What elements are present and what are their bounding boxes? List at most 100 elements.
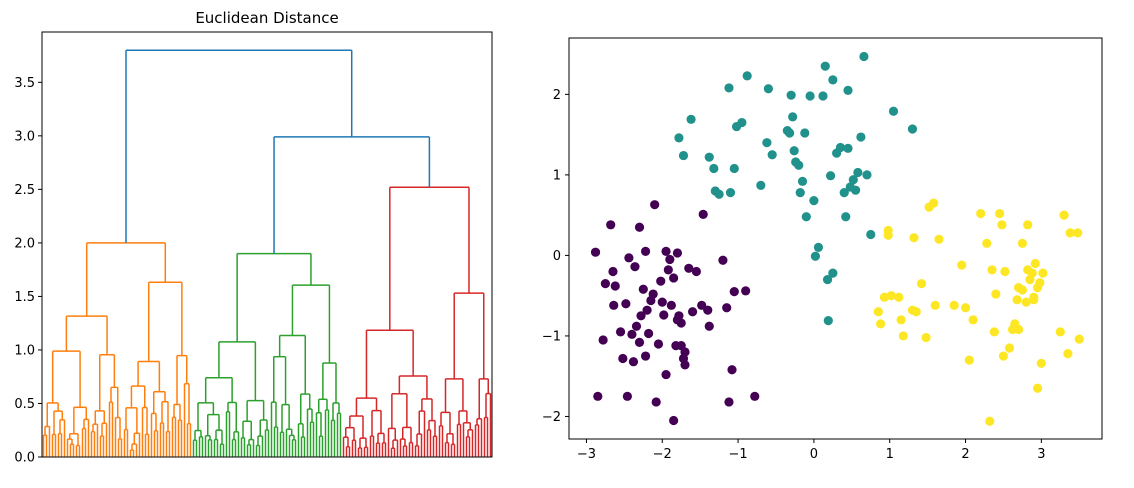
- scatter-point: [600, 278, 610, 289]
- scatter-point: [615, 327, 626, 337]
- scatter-point: [1017, 285, 1027, 295]
- scatter-point: [636, 311, 646, 321]
- scatter-point: [725, 188, 736, 198]
- scatter-point: [1055, 327, 1065, 337]
- scatter-point: [767, 150, 777, 160]
- scatter-point: [898, 331, 908, 341]
- scatter-ytick-label: −2: [542, 410, 561, 425]
- scatter-point: [788, 112, 798, 122]
- scatter-point: [841, 212, 851, 222]
- scatter-point: [843, 143, 853, 153]
- scatter-point: [661, 246, 671, 256]
- scatter-point: [957, 260, 967, 270]
- scatter-point: [672, 248, 683, 258]
- scatter-point: [848, 175, 858, 185]
- scatter-point: [987, 265, 997, 275]
- scatter-point: [813, 242, 824, 252]
- scatter-point: [828, 268, 838, 278]
- scatter-ytick-label: 1: [553, 168, 561, 183]
- scatter-point: [606, 220, 616, 230]
- scatter-point: [809, 196, 819, 206]
- scatter-point: [911, 307, 921, 317]
- scatter-point: [684, 263, 694, 273]
- scatter-point: [663, 265, 673, 275]
- scatter-point: [651, 397, 661, 407]
- scatter-point: [853, 167, 863, 178]
- scatter-point: [801, 212, 811, 222]
- scatter-point: [638, 284, 648, 294]
- scatter-point: [805, 91, 815, 101]
- scatter-x-axis: −3 −2 −1 0 1 2 3: [577, 439, 1045, 462]
- scatter-point: [930, 300, 940, 310]
- scatter-point: [666, 300, 676, 310]
- scatter-point: [964, 355, 974, 365]
- scatter-point: [709, 163, 719, 174]
- scatter-point: [609, 300, 619, 310]
- dendrogram-ytick-label: 1.0: [14, 343, 35, 358]
- scatter-point: [794, 160, 804, 170]
- scatter-point: [907, 124, 918, 134]
- scatter-point: [1073, 228, 1083, 238]
- scatter-point: [1032, 383, 1043, 393]
- scatter-point: [894, 292, 904, 302]
- scatter-point: [795, 188, 805, 198]
- scatter-point: [949, 300, 959, 310]
- scatter-point: [856, 132, 866, 142]
- scatter-point: [628, 357, 639, 367]
- scatter-point: [800, 128, 810, 138]
- dendrogram-ytick-label: 2.0: [14, 236, 35, 251]
- scatter-xtick-label: −2: [653, 447, 672, 462]
- scatter-point: [934, 234, 944, 244]
- scatter-point: [1063, 349, 1073, 359]
- scatter-point: [997, 220, 1007, 230]
- dendrogram-ytick-label: 1.5: [14, 290, 35, 305]
- scatter-point: [678, 150, 689, 161]
- scatter-point: [686, 114, 696, 124]
- scatter-point: [1059, 210, 1069, 220]
- scatter-point: [610, 281, 620, 291]
- scatter-point: [825, 171, 836, 181]
- scatter-point: [843, 85, 853, 95]
- scatter-point: [618, 353, 628, 364]
- dendrogram-frame: [41, 31, 493, 458]
- scatter-point: [741, 286, 751, 296]
- dendrogram-ytick-label: 0.5: [14, 397, 35, 412]
- scatter-y-axis: −2 −1 0 1 2: [542, 88, 569, 425]
- scatter-xtick-label: −1: [728, 447, 747, 462]
- scatter-point: [627, 329, 637, 339]
- scatter-point: [598, 335, 608, 345]
- scatter-point: [644, 328, 654, 339]
- scatter-point: [718, 255, 728, 265]
- scatter-point: [1036, 358, 1046, 368]
- scatter-point: [921, 332, 931, 343]
- scatter-point: [1038, 268, 1048, 278]
- dendrogram-ytick-label: 2.5: [14, 183, 35, 198]
- dendrogram-ytick-label: 0.0: [14, 451, 35, 466]
- scatter-point: [687, 307, 698, 317]
- scatter-point: [680, 360, 690, 370]
- scatter-point: [995, 208, 1005, 219]
- scatter-point: [661, 369, 671, 380]
- scatter-point: [1023, 220, 1033, 230]
- scatter-point: [810, 251, 821, 261]
- scatter-point: [714, 189, 724, 199]
- scatter-point: [648, 289, 658, 299]
- scatter-point: [989, 327, 999, 337]
- scatter-point: [1017, 238, 1027, 248]
- scatter-xtick-label: 0: [810, 447, 818, 462]
- scatter-point: [797, 176, 808, 186]
- scatter-ytick-label: 0: [553, 249, 561, 264]
- dendrogram-chart: Euclidean Distance 0.0 0.5 1.0 1.5 2.0 2.5 3.0…: [14, 9, 493, 466]
- scatter-point: [960, 303, 971, 313]
- scatter-point: [756, 180, 766, 190]
- scatter-point: [1010, 319, 1020, 329]
- scatter-point: [691, 266, 701, 277]
- scatter-point: [703, 305, 713, 315]
- scatter-point: [1074, 334, 1084, 344]
- dendrogram-y-axis: 0.0 0.5 1.0 1.5 2.0 2.5 3.0 3.5: [14, 76, 42, 466]
- scatter-point: [608, 266, 618, 277]
- scatter-xtick-label: 3: [1037, 447, 1045, 462]
- scatter-point: [985, 416, 995, 426]
- scatter-xtick-label: 2: [961, 447, 969, 462]
